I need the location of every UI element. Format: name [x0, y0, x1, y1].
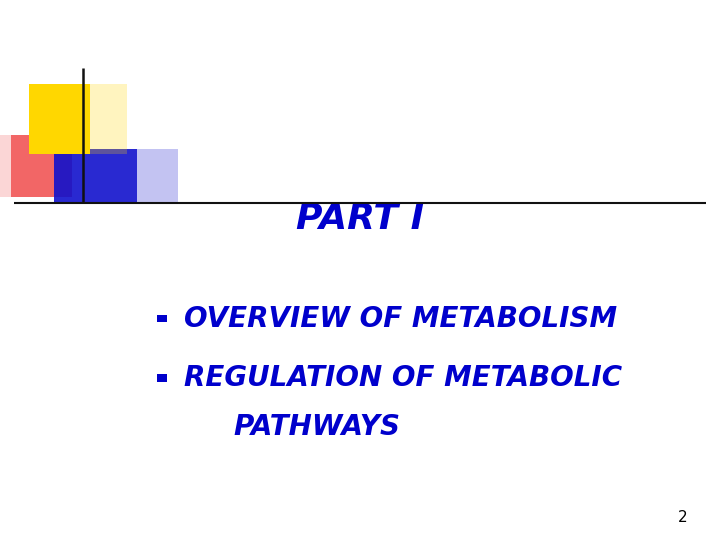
Text: PATHWAYS: PATHWAYS [233, 413, 400, 441]
Bar [157, 315, 167, 322]
Text: OVERVIEW OF METABOLISM: OVERVIEW OF METABOLISM [184, 305, 617, 333]
Bar [137, 148, 179, 202]
Bar [11, 135, 72, 197]
Bar [0, 135, 11, 197]
Bar [157, 375, 167, 381]
Bar [54, 148, 137, 202]
Text: REGULATION OF METABOLIC: REGULATION OF METABOLIC [184, 364, 622, 392]
Bar [90, 84, 127, 154]
Text: PART I: PART I [296, 202, 424, 235]
Text: 2: 2 [678, 510, 688, 525]
Bar [29, 84, 90, 154]
